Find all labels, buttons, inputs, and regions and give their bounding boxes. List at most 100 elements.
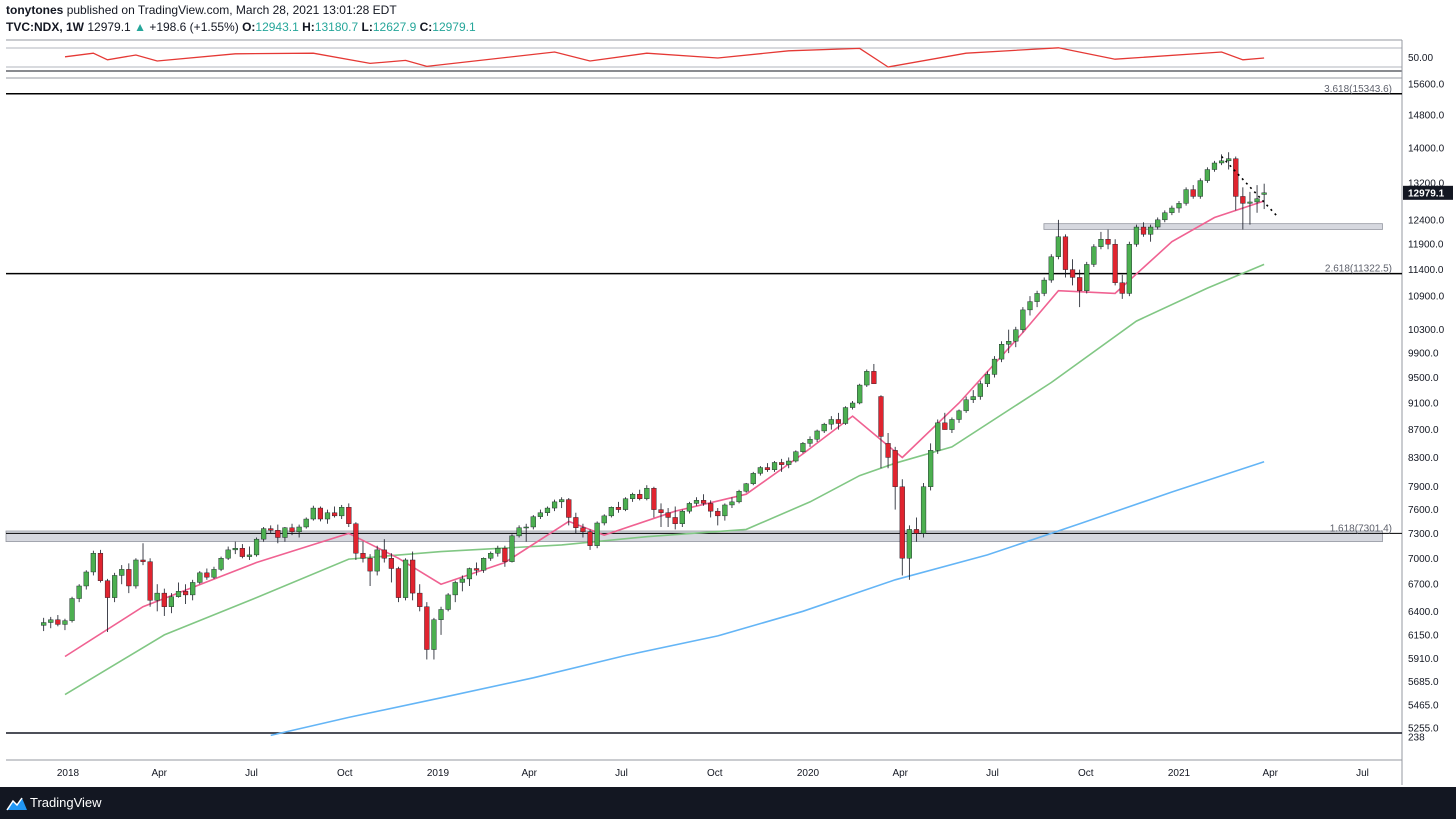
candle-body bbox=[807, 438, 813, 444]
candle-body bbox=[1098, 239, 1104, 247]
candle-139 bbox=[1027, 296, 1033, 316]
candle-body bbox=[1091, 246, 1097, 265]
candle-body bbox=[1006, 341, 1012, 345]
candle-46 bbox=[367, 554, 373, 586]
price-axis[interactable]: 15600.0 14800.0 14000.0 13200.0 12400.0 11900… bbox=[1403, 79, 1453, 744]
candle-135 bbox=[999, 341, 1005, 363]
last-price: 12979.1 bbox=[87, 20, 131, 34]
candle-148 bbox=[1091, 244, 1097, 268]
candle-body bbox=[133, 559, 139, 587]
candle-114 bbox=[849, 401, 856, 410]
candle-body bbox=[885, 443, 891, 458]
candle-body bbox=[842, 407, 849, 424]
support-zones bbox=[5, 40, 1403, 785]
candle-134 bbox=[991, 356, 998, 378]
candle-165 bbox=[1211, 160, 1218, 172]
publish-line: tonytones published on TradingView.com, … bbox=[6, 3, 397, 17]
fibonacci-levels: 3.618(15343.6) 2.618(11322.5) 1.618(7301.4… bbox=[6, 84, 1402, 534]
candle-98 bbox=[736, 489, 742, 504]
price-tick-14: 7900.0 bbox=[1408, 482, 1439, 493]
candle-body bbox=[1105, 239, 1111, 245]
candle-160 bbox=[1176, 201, 1182, 213]
candle-body bbox=[849, 402, 856, 408]
candle-body bbox=[48, 619, 54, 623]
candle-body bbox=[367, 558, 373, 572]
fib-label-0: 3.618(15343.6) bbox=[1324, 84, 1392, 95]
candle-68 bbox=[523, 523, 529, 542]
candle-body bbox=[622, 498, 629, 510]
candle-body bbox=[715, 510, 721, 517]
symbol-label[interactable]: TVC:NDX, 1W bbox=[6, 20, 84, 34]
candle-67 bbox=[516, 525, 522, 538]
candle-body bbox=[864, 371, 870, 386]
footer-brand[interactable]: TradingView bbox=[30, 795, 102, 810]
price-tick-5: 11900.0 bbox=[1408, 240, 1444, 251]
close-label: C: bbox=[419, 20, 433, 34]
candle-24 bbox=[211, 566, 217, 579]
candle-body bbox=[587, 531, 593, 546]
candle-body bbox=[211, 569, 217, 578]
candle-164 bbox=[1204, 167, 1210, 183]
candle-0 bbox=[41, 617, 47, 632]
author-name[interactable]: tonytones bbox=[6, 3, 64, 17]
candle-124 bbox=[920, 482, 927, 538]
time-tick-3: Oct bbox=[337, 768, 353, 779]
rsi-tick: 50.00 bbox=[1408, 53, 1433, 64]
candle-61 bbox=[473, 562, 480, 576]
candle-body bbox=[161, 592, 167, 607]
candle-55 bbox=[431, 617, 437, 660]
candle-body bbox=[544, 507, 551, 513]
candle-72 bbox=[551, 499, 558, 512]
candle-body bbox=[175, 591, 182, 597]
candle-143 bbox=[1055, 219, 1061, 260]
time-axis[interactable]: 2018 Apr Jul Oct 2019 Apr Jul Oct 2020 Apr Jul Oct 2… bbox=[57, 768, 1369, 779]
price-tick-24: 5255.0 bbox=[1408, 724, 1439, 735]
candle-128 bbox=[949, 417, 955, 434]
candle-161 bbox=[1183, 187, 1189, 206]
candle-153 bbox=[1126, 241, 1132, 297]
price-tick-23: 5465.0 bbox=[1408, 700, 1439, 711]
candle-73 bbox=[559, 497, 565, 509]
candle-58 bbox=[452, 580, 458, 603]
candle-body bbox=[197, 572, 203, 583]
low-label: L: bbox=[361, 20, 373, 34]
price-tick-13: 8300.0 bbox=[1408, 453, 1439, 464]
tradingview-logo-icon[interactable] bbox=[6, 795, 28, 811]
candle-107 bbox=[800, 441, 806, 454]
candle-41 bbox=[331, 506, 338, 518]
candle-17 bbox=[161, 588, 167, 616]
price-chart[interactable]: 50.00 3.618(15343.6) 2.618(11322.5) 1.618(… bbox=[0, 0, 1456, 787]
candle-171 bbox=[1254, 185, 1260, 213]
candle-33 bbox=[275, 524, 281, 544]
candle-body bbox=[601, 515, 607, 524]
candle-body bbox=[686, 503, 692, 512]
candle-95 bbox=[715, 508, 721, 526]
candle-27 bbox=[232, 541, 238, 555]
candle-body bbox=[83, 571, 89, 587]
price-tick-25: 238 bbox=[1408, 733, 1425, 744]
time-tick-10: Jul bbox=[986, 768, 999, 779]
candle-body bbox=[700, 500, 707, 504]
candle-body bbox=[899, 486, 905, 559]
candle-131 bbox=[970, 390, 976, 403]
candle-body bbox=[736, 491, 742, 503]
low-value: 12627.9 bbox=[372, 20, 417, 34]
candle-body bbox=[495, 548, 501, 554]
time-tick-11: Oct bbox=[1078, 768, 1094, 779]
candle-body bbox=[112, 575, 118, 598]
candle-body bbox=[1077, 277, 1083, 291]
support-zone-1 bbox=[5, 530, 1383, 543]
candle-91 bbox=[686, 501, 692, 514]
candle-66 bbox=[509, 534, 515, 563]
publish-info: published on TradingView.com, March 28, … bbox=[66, 3, 397, 17]
candle-body bbox=[835, 419, 842, 424]
candle-body bbox=[1254, 198, 1260, 203]
candle-64 bbox=[495, 545, 501, 557]
candle-108 bbox=[807, 436, 813, 447]
candle-8 bbox=[97, 549, 104, 583]
candle-10 bbox=[112, 572, 118, 603]
candle-body bbox=[892, 450, 898, 487]
candle-body bbox=[104, 580, 111, 598]
candle-body bbox=[906, 529, 912, 559]
candle-85 bbox=[644, 485, 650, 501]
